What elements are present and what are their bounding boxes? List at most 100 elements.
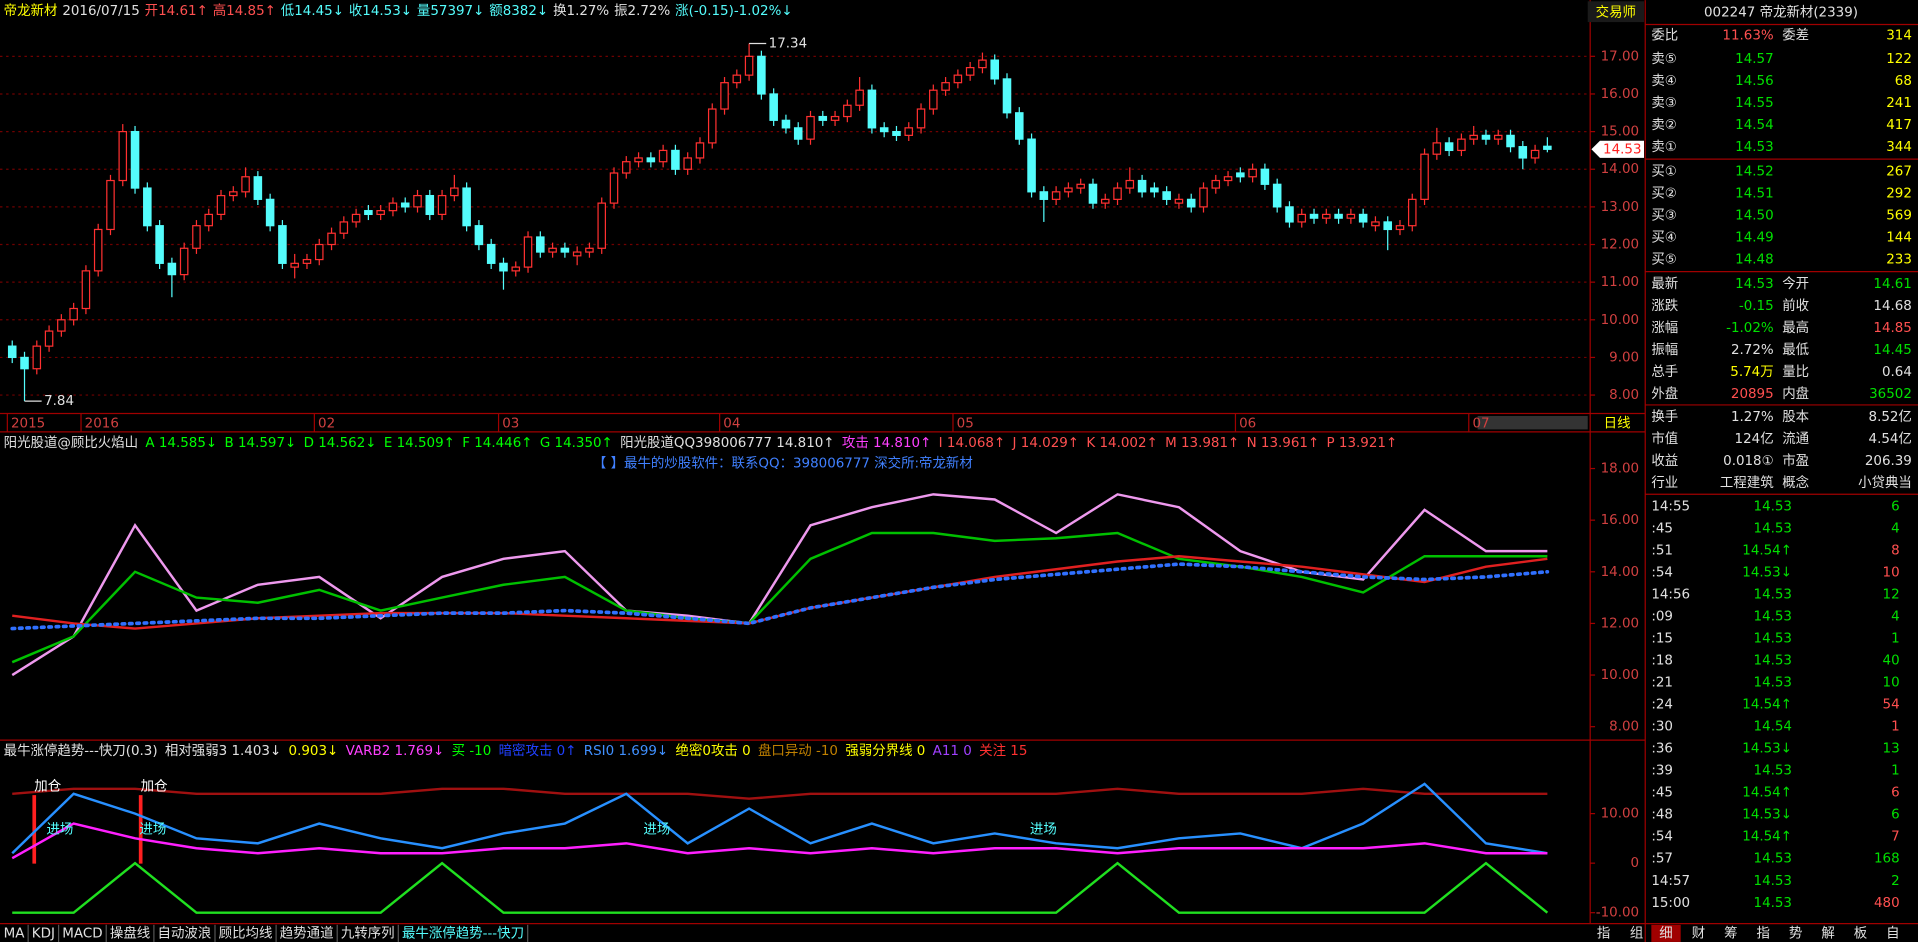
candle-body [1272, 183, 1282, 208]
quote-value: 0.64 [1882, 365, 1912, 380]
quote-value: 14.52 [1735, 164, 1773, 179]
quote-tab[interactable]: 财 [1692, 925, 1705, 941]
quote-label: 最低 [1782, 342, 1809, 358]
toolbar-button[interactable] [1587, 1, 1644, 23]
side-tab[interactable]: 指 [1597, 925, 1610, 941]
quote-value: 267 [1886, 164, 1912, 179]
candle-body [855, 89, 864, 106]
candle-body [1493, 134, 1503, 140]
indicator-tab[interactable]: 趋势通道 [280, 925, 334, 941]
indicator-tab[interactable]: KDJ [32, 926, 55, 941]
indicator-tab[interactable]: 最牛涨停趋势---快刀 [402, 924, 524, 941]
y-tick-label: 10.00 [1601, 807, 1639, 822]
quote-value: 292 [1886, 186, 1912, 201]
header-item: 买 -10 [452, 743, 492, 759]
candle-body [1358, 213, 1368, 223]
tick-price: 14.53 [1754, 654, 1792, 669]
indicator-line [10, 562, 1550, 631]
quote-label: 外盘 [1651, 385, 1678, 402]
toolbar-label[interactable]: 交易师 [1596, 3, 1636, 20]
quote-value: 14.61 [1873, 277, 1911, 292]
indicator-tab[interactable]: 自动波浪 [158, 925, 212, 941]
tick-time: :36 [1651, 742, 1673, 757]
quote-label: 收益 [1651, 453, 1678, 469]
candle-body [1039, 191, 1049, 200]
x-tick-label: 03 [502, 416, 519, 431]
candle-body [7, 345, 17, 359]
quote-tab[interactable]: 板 [1854, 925, 1867, 941]
candle-body [314, 243, 324, 261]
header-item: A 14.585↓ [145, 436, 217, 451]
tick-time: :54 [1651, 830, 1673, 845]
quote-label: 买④ [1651, 229, 1676, 245]
header-item: 相对强弱3 1.403↓ [165, 743, 281, 759]
header-item: 暗密攻击 0↑ [499, 742, 577, 759]
header-item: 0.903↓ [289, 744, 339, 759]
candle-body [474, 225, 484, 246]
indicator-tab[interactable]: 九转序列 [341, 925, 395, 941]
candle-body [548, 247, 557, 253]
indicator-line [11, 531, 1548, 664]
candle-body [1285, 206, 1294, 223]
quote-tab[interactable]: 细 [1659, 925, 1672, 941]
candle-body [658, 149, 668, 163]
y-tick-label: 12.00 [1601, 238, 1639, 253]
header-item: 帝龙新材 [4, 3, 58, 19]
candle-body [1248, 168, 1257, 178]
tick-time: :18 [1651, 654, 1673, 669]
quote-tab[interactable]: 解 [1821, 925, 1834, 941]
candle-body [843, 104, 852, 118]
tick-volume: 1 [1891, 632, 1900, 647]
candle-body [965, 67, 975, 76]
candle-body [450, 187, 459, 197]
quote-value: 14.57 [1735, 52, 1773, 67]
candle-body [867, 89, 877, 129]
tab-highlight[interactable] [1651, 924, 1681, 942]
indicator-tab[interactable]: 顾比均线 [219, 925, 273, 941]
quote-tab[interactable]: 势 [1789, 925, 1802, 941]
quote-label: 市值 [1651, 430, 1678, 447]
header-item: N 13.961↑ [1247, 436, 1320, 451]
period-label[interactable]: 日线 [1604, 415, 1631, 431]
scrollbar[interactable] [1477, 415, 1588, 430]
tick-price: 14.53 [1754, 676, 1792, 691]
candle-body [462, 187, 471, 227]
tick-volume: 6 [1891, 499, 1900, 514]
quote-value: 5.74万 [1730, 365, 1773, 380]
quote-tab[interactable]: 自 [1886, 925, 1899, 941]
tick-time: :51 [1651, 544, 1673, 559]
panel-subtitle: 【 】最牛的炒股软件：联系QQ：398006777 深交所:帝龙新材 [593, 455, 973, 472]
quote-tab[interactable]: 指 [1757, 925, 1770, 941]
side-tab[interactable]: 组 [1630, 925, 1643, 941]
tick-volume: 1 [1891, 764, 1900, 779]
y-tick-label: 14.00 [1601, 565, 1639, 580]
candle-body [1297, 213, 1307, 223]
tick-time: :57 [1651, 852, 1673, 867]
tick-volume: 13 [1883, 742, 1900, 757]
indicator-tab[interactable]: MACD [62, 926, 102, 941]
header-item: RSI0 1.699↓ [584, 744, 668, 759]
quote-value: 11.63% [1722, 29, 1773, 44]
tick-volume: 10 [1883, 676, 1900, 691]
tick-price: 14.53 [1754, 521, 1792, 536]
header-item: 额8382↓ [489, 3, 548, 19]
quote-value: 417 [1886, 118, 1912, 133]
quote-value: -1.02% [1726, 321, 1774, 336]
quote-value: 122 [1886, 52, 1912, 67]
candle-body [1088, 183, 1098, 204]
header-item: P 13.921↑ [1327, 436, 1398, 451]
candle-body [20, 356, 29, 370]
quote-value: 0.018① [1723, 454, 1774, 469]
indicator-tab[interactable]: 操盘线 [110, 924, 150, 941]
x-tick-label: 07 [1472, 416, 1489, 431]
indicator-tab[interactable]: MA [4, 926, 26, 941]
quote-tab[interactable]: 筹 [1724, 924, 1737, 941]
candle-body [278, 225, 287, 264]
tick-price: 14.53 [1754, 499, 1792, 514]
tick-time: :09 [1651, 610, 1673, 625]
tick-volume: 6 [1891, 808, 1900, 823]
quote-value: 14.68 [1873, 299, 1911, 314]
tick-volume: 12 [1883, 588, 1900, 603]
candle-body [1530, 149, 1540, 159]
